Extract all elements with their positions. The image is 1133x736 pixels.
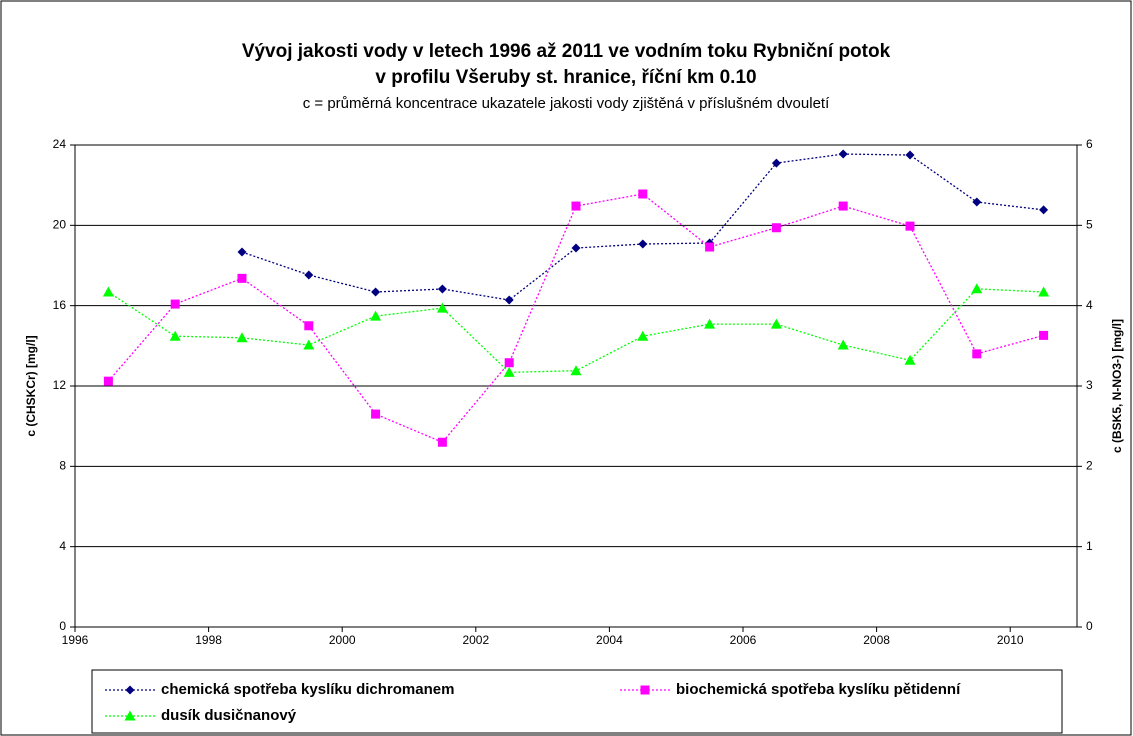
marker bbox=[971, 283, 983, 294]
x-tick-label: 2006 bbox=[730, 633, 757, 647]
marker bbox=[771, 223, 781, 233]
x-tick-label: 2000 bbox=[329, 633, 356, 647]
marker bbox=[905, 150, 915, 160]
y-tick-label: 4 bbox=[59, 539, 66, 553]
marker bbox=[125, 685, 135, 695]
legend-label: chemická spotřeba kyslíku dichromanem bbox=[161, 681, 454, 698]
y2-tick-label: 4 bbox=[1086, 298, 1093, 312]
y-tick-label: 20 bbox=[53, 218, 67, 232]
chart-title: Vývoj jakosti vody v letech 1996 až 2011… bbox=[242, 41, 891, 62]
y2-tick-label: 5 bbox=[1086, 218, 1093, 232]
legend-box bbox=[91, 669, 1063, 734]
y-tick-label: 12 bbox=[53, 378, 67, 392]
marker bbox=[570, 365, 582, 376]
marker bbox=[704, 318, 716, 329]
marker bbox=[972, 349, 982, 359]
marker bbox=[571, 243, 581, 253]
marker bbox=[638, 239, 648, 249]
marker bbox=[838, 149, 848, 159]
marker bbox=[436, 302, 448, 313]
x-tick-label: 1998 bbox=[195, 633, 222, 647]
x-tick-label: 1996 bbox=[62, 633, 89, 647]
marker bbox=[504, 295, 514, 305]
marker bbox=[571, 201, 581, 211]
marker bbox=[838, 201, 848, 211]
chart-title-line2: v profilu Všeruby st. hranice, říční km … bbox=[375, 67, 756, 88]
marker bbox=[1039, 330, 1049, 340]
y2-tick-label: 6 bbox=[1086, 137, 1093, 151]
marker bbox=[237, 273, 247, 283]
y-tick-label: 0 bbox=[59, 619, 66, 633]
marker bbox=[237, 247, 247, 257]
y2-tick-label: 0 bbox=[1086, 619, 1093, 633]
marker bbox=[170, 299, 180, 309]
marker bbox=[705, 242, 715, 252]
marker bbox=[770, 318, 782, 329]
x-tick-label: 2004 bbox=[596, 633, 623, 647]
marker bbox=[303, 339, 315, 350]
marker bbox=[371, 409, 381, 419]
marker bbox=[503, 366, 515, 377]
y-tick-label: 16 bbox=[53, 298, 67, 312]
marker bbox=[102, 286, 114, 297]
marker bbox=[637, 330, 649, 341]
y-tick-label: 8 bbox=[59, 459, 66, 473]
marker bbox=[638, 189, 648, 199]
marker bbox=[972, 197, 982, 207]
marker bbox=[1039, 205, 1049, 215]
marker bbox=[304, 270, 314, 280]
marker bbox=[437, 284, 447, 294]
legend-label: biochemická spotřeba kyslíku pětidenní bbox=[676, 681, 961, 698]
marker bbox=[504, 358, 514, 368]
marker bbox=[904, 354, 916, 365]
marker bbox=[103, 376, 113, 386]
legend-label: dusík dusičnanový bbox=[161, 707, 297, 724]
chart-subtitle: c = průměrná koncentrace ukazatele jakos… bbox=[303, 95, 830, 112]
x-tick-label: 2008 bbox=[863, 633, 890, 647]
x-tick-label: 2002 bbox=[462, 633, 489, 647]
marker bbox=[437, 437, 447, 447]
marker bbox=[771, 158, 781, 168]
y2-tick-label: 3 bbox=[1086, 378, 1093, 392]
marker bbox=[124, 710, 136, 721]
marker bbox=[370, 310, 382, 321]
marker bbox=[236, 332, 248, 343]
marker bbox=[837, 339, 849, 350]
marker bbox=[640, 685, 650, 695]
marker bbox=[169, 330, 181, 341]
marker bbox=[905, 221, 915, 231]
marker bbox=[1038, 286, 1050, 297]
x-tick-label: 2010 bbox=[997, 633, 1024, 647]
y2-tick-label: 1 bbox=[1086, 539, 1093, 553]
y2-tick-label: 2 bbox=[1086, 459, 1093, 473]
marker bbox=[371, 287, 381, 297]
y-tick-label: 24 bbox=[53, 137, 67, 151]
y2-axis-title: c (BSK5, N-NO3-) [mg/l] bbox=[1110, 319, 1124, 453]
y-axis-title: c (CHSKCr) [mg/l] bbox=[24, 335, 38, 436]
marker bbox=[304, 321, 314, 331]
